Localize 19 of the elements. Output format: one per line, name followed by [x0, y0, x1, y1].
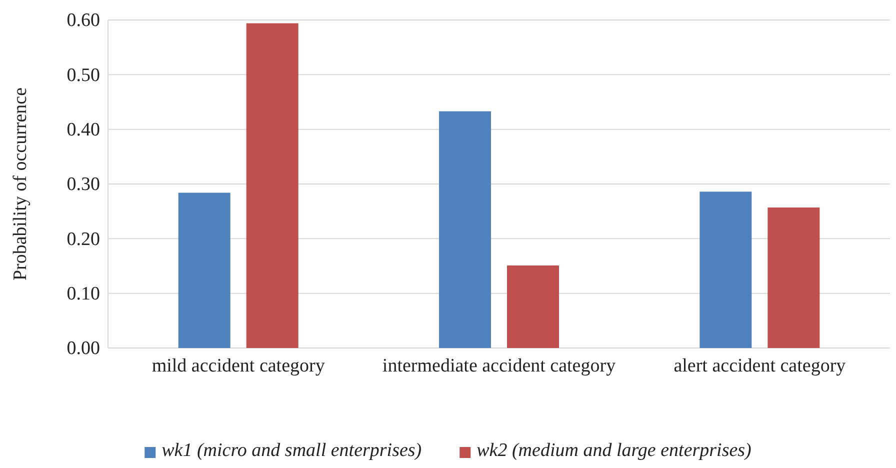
- y-tick-label: 0.30: [66, 174, 100, 196]
- legend-label: wk1 (micro and small enterprises): [162, 440, 422, 461]
- y-tick-label: 0.00: [66, 338, 100, 360]
- bar: [700, 192, 752, 348]
- legend-label: wk2 (medium and large enterprises): [476, 440, 752, 461]
- y-tick-label: 0.10: [66, 283, 100, 304]
- y-tick-label: 0.60: [66, 10, 100, 32]
- y-tick-label: 0.50: [66, 64, 100, 86]
- bar: [178, 192, 230, 348]
- y-tick-label: 0.40: [66, 119, 100, 140]
- bar: [439, 111, 491, 348]
- y-tick-label: 0.20: [66, 228, 100, 250]
- bar: [768, 208, 820, 348]
- x-tick-label: alert accident category: [674, 355, 846, 376]
- x-tick-label: mild accident category: [152, 355, 326, 376]
- bar: [246, 23, 298, 348]
- x-tick-label: intermediate accident category: [382, 355, 616, 376]
- y-axis-title: Probability of occurrence: [10, 87, 31, 281]
- bar: [507, 265, 559, 348]
